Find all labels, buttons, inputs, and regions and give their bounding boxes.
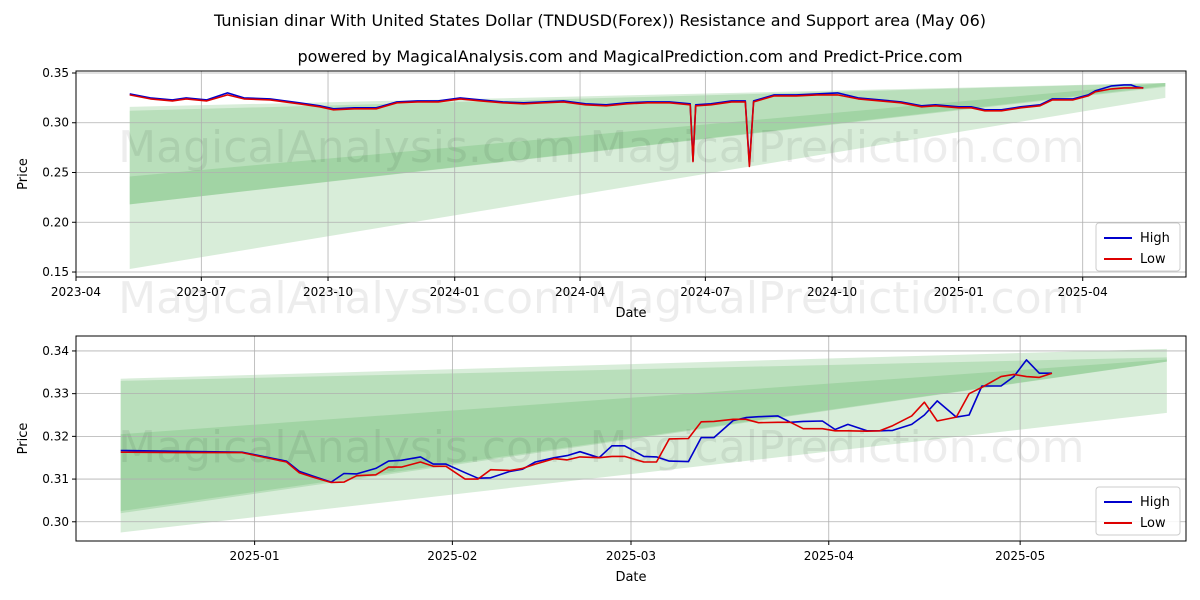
series-line-high bbox=[129, 84, 1144, 166]
y-axis-label: Price bbox=[16, 158, 31, 190]
y-tick-label: 0.30 bbox=[42, 515, 69, 529]
x-tick-label: 2025-04 bbox=[1058, 285, 1108, 299]
x-tick-label: 2025-04 bbox=[804, 549, 854, 563]
x-tick-label: 2024-01 bbox=[430, 285, 480, 299]
x-tick-label: 2025-02 bbox=[427, 549, 477, 563]
watermark-text: MagicalPrediction.com bbox=[590, 273, 1085, 324]
legend-label-low: Low bbox=[1140, 252, 1166, 267]
y-tick-label: 0.34 bbox=[42, 344, 69, 358]
support-resistance-band bbox=[129, 82, 1166, 205]
chart-subtitle: powered by MagicalAnalysis.com and Magic… bbox=[297, 47, 962, 66]
x-tick-label: 2023-04 bbox=[51, 285, 101, 299]
series-line-low bbox=[120, 372, 1053, 484]
legend: High Low bbox=[1095, 222, 1181, 272]
x-tick-label: 2025-01 bbox=[230, 549, 280, 563]
watermark-text: MagicalAnalysis.com bbox=[118, 122, 576, 173]
x-tick-label: 2025-05 bbox=[995, 549, 1045, 563]
y-tick-label: 0.31 bbox=[42, 472, 69, 486]
legend-label-low: Low bbox=[1140, 516, 1166, 531]
x-tick-label: 2024-04 bbox=[555, 285, 605, 299]
watermark-text: MagicalAnalysis.com bbox=[118, 273, 576, 324]
series-group bbox=[120, 359, 1053, 484]
y-tick-label: 0.35 bbox=[42, 66, 69, 80]
series-line-low bbox=[129, 87, 1144, 168]
x-tick-label: 2024-10 bbox=[807, 285, 857, 299]
series-group bbox=[129, 84, 1144, 168]
x-tick-label: 2025-01 bbox=[934, 285, 984, 299]
y-axis-label: Price bbox=[16, 423, 31, 455]
y-tick-label: 0.33 bbox=[42, 387, 69, 401]
x-tick-label: 2023-07 bbox=[176, 285, 226, 299]
y-tick-label: 0.20 bbox=[42, 215, 69, 229]
axes-frame bbox=[75, 70, 1187, 278]
legend-label-high: High bbox=[1140, 231, 1170, 246]
legend-label-high: High bbox=[1140, 495, 1170, 510]
support-resistance-band bbox=[120, 348, 1167, 533]
watermark-text: MagicalAnalysis.com bbox=[118, 422, 576, 473]
x-tick-label: 2023-10 bbox=[303, 285, 353, 299]
watermark-text: MagicalPrediction.com bbox=[590, 122, 1085, 173]
band-group bbox=[120, 348, 1167, 533]
chart-title: Tunisian dinar With United States Dollar… bbox=[213, 11, 986, 30]
y-tick-label: 0.32 bbox=[42, 429, 69, 443]
x-tick-label: 2024-07 bbox=[680, 285, 730, 299]
legend: High Low bbox=[1095, 486, 1181, 536]
x-axis-label: Date bbox=[615, 570, 646, 585]
panel-top: MagicalAnalysis.com MagicalPrediction.com… bbox=[16, 66, 1187, 324]
support-resistance-band bbox=[120, 359, 1167, 512]
band-group bbox=[129, 82, 1166, 270]
y-tick-label: 0.15 bbox=[42, 265, 69, 279]
y-tick-label: 0.30 bbox=[42, 116, 69, 130]
support-resistance-band bbox=[129, 82, 1166, 205]
panel-bottom: MagicalAnalysis.com MagicalPrediction.com… bbox=[16, 335, 1187, 585]
x-tick-label: 2025-03 bbox=[606, 549, 656, 563]
support-resistance-band bbox=[120, 357, 1167, 514]
x-axis-label: Date bbox=[615, 306, 646, 321]
series-line-high bbox=[120, 359, 1052, 483]
y-tick-label: 0.25 bbox=[42, 166, 69, 180]
